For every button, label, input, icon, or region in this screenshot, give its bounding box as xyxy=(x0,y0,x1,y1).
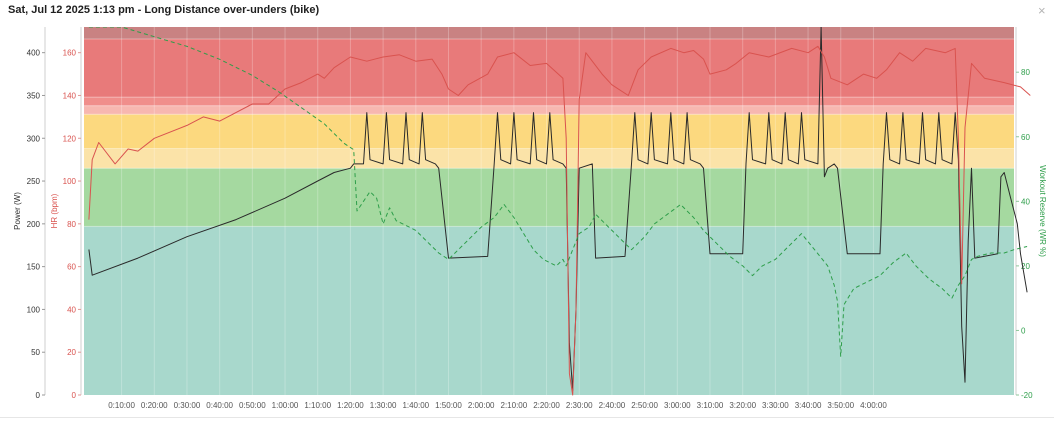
hr-tick-label: 40 xyxy=(67,305,76,314)
hr-tick-label: 140 xyxy=(63,91,77,100)
hr-tick-label: 160 xyxy=(63,49,77,58)
hr-tick-label: 0 xyxy=(72,391,77,400)
x-tick-label: 3:30:00 xyxy=(762,401,789,410)
hr-series-line xyxy=(88,45,1031,396)
power-tick-label: 0 xyxy=(36,391,41,400)
power-tick-label: 200 xyxy=(27,220,41,229)
power-tick-label: 250 xyxy=(27,177,41,186)
close-icon[interactable]: × xyxy=(1038,3,1046,18)
power-tick-label: 100 xyxy=(27,305,41,314)
x-tick-label: 3:50:00 xyxy=(827,401,854,410)
hr-tick-label: 80 xyxy=(67,220,76,229)
power-zone-band-2 xyxy=(84,168,1014,227)
wr-tick-label: 0 xyxy=(1021,326,1026,335)
x-tick-label: 2:40:00 xyxy=(599,401,626,410)
x-tick-label: 2:30:00 xyxy=(566,401,593,410)
x-tick-label: 3:40:00 xyxy=(795,401,822,410)
x-tick-label: 2:00:00 xyxy=(468,401,495,410)
x-tick-label: 1:10:00 xyxy=(304,401,331,410)
x-tick-label: 0:40:00 xyxy=(206,401,233,410)
power-series-line xyxy=(88,26,1028,392)
x-tick-label: 1:00:00 xyxy=(272,401,299,410)
x-tick-label: 2:10:00 xyxy=(501,401,528,410)
x-tick-label: 3:20:00 xyxy=(729,401,756,410)
x-tick-label: 0:50:00 xyxy=(239,401,266,410)
wr-tick-label: 60 xyxy=(1021,133,1030,142)
power-tick-label: 50 xyxy=(31,348,40,357)
x-tick-label: 1:30:00 xyxy=(370,401,397,410)
window-header: Sat, Jul 12 2025 1:13 pm - Long Distance… xyxy=(0,0,1054,22)
x-tick-label: 2:20:00 xyxy=(533,401,560,410)
x-tick-label: 0:20:00 xyxy=(141,401,168,410)
wr-tick-label: 40 xyxy=(1021,197,1030,206)
x-tick-label: 3:00:00 xyxy=(664,401,691,410)
power-zone-band-5 xyxy=(84,105,1014,115)
power-tick-label: 150 xyxy=(27,263,41,272)
hr-tick-label: 100 xyxy=(63,177,77,186)
power-axis-title: Power (W) xyxy=(13,192,22,230)
hr-axis-title: HR (bpm) xyxy=(50,193,59,228)
power-tick-label: 300 xyxy=(27,134,41,143)
power-zone-band-1 xyxy=(84,226,1014,395)
x-tick-label: 2:50:00 xyxy=(631,401,658,410)
wr-series-line xyxy=(88,26,1028,357)
x-tick-label: 1:40:00 xyxy=(402,401,429,410)
x-tick-label: 1:50:00 xyxy=(435,401,462,410)
power-zone-band-8 xyxy=(84,27,1014,39)
power-zone-band-6 xyxy=(84,97,1014,106)
power-tick-label: 350 xyxy=(27,91,41,100)
power-zone-band-7 xyxy=(84,38,1014,98)
x-tick-label: 3:10:00 xyxy=(697,401,724,410)
hr-tick-label: 60 xyxy=(67,263,76,272)
wr-tick-label: 20 xyxy=(1021,262,1030,271)
bottom-divider xyxy=(0,417,1054,418)
hr-tick-label: 20 xyxy=(67,348,76,357)
plot-top-cover xyxy=(84,22,1014,27)
wr-axis-title: Workout Reserve (WR %) xyxy=(1038,165,1047,257)
power-tick-label: 400 xyxy=(27,49,41,58)
x-tick-label: 0:30:00 xyxy=(174,401,201,410)
x-tick-label: 4:00:00 xyxy=(860,401,887,410)
chart-window-title: Sat, Jul 12 2025 1:13 pm - Long Distance… xyxy=(8,4,320,16)
wr-tick-label: 80 xyxy=(1021,68,1030,77)
x-tick-label: 1:20:00 xyxy=(337,401,364,410)
x-tick-label: 0:10:00 xyxy=(108,401,135,410)
power-zone-band-3 xyxy=(84,148,1014,169)
hr-tick-label: 120 xyxy=(63,134,77,143)
wr-tick-label: -20 xyxy=(1021,391,1033,400)
